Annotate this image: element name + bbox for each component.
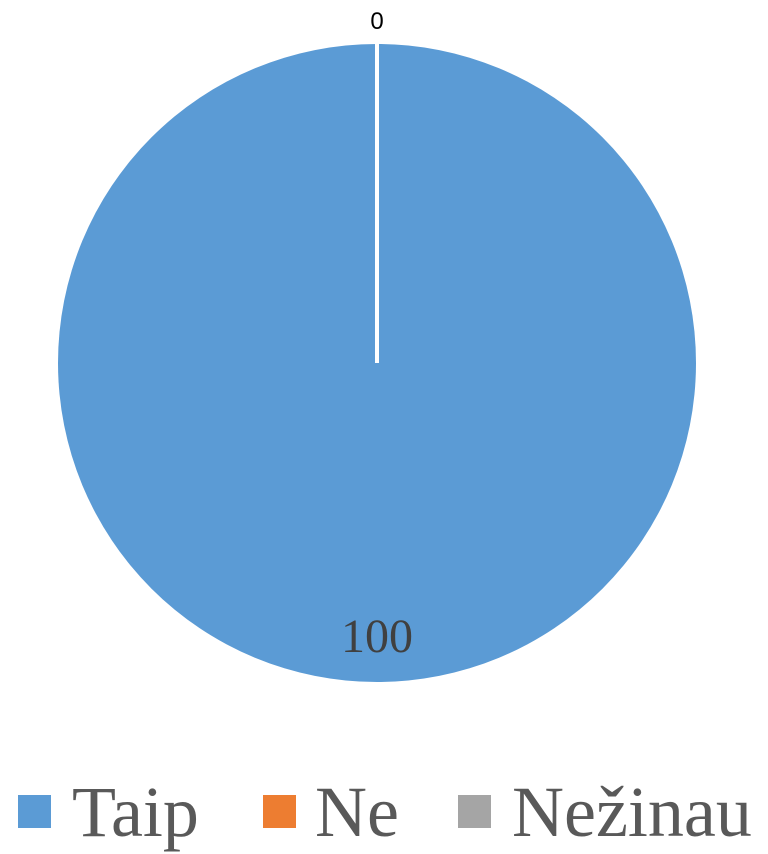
legend-swatch-ne (263, 795, 296, 828)
legend-label-ne: Ne (315, 772, 399, 852)
pie-data-labels: 100 0 (341, 8, 413, 663)
data-label-ne: 0 (370, 8, 383, 35)
legend: Taip Ne Nežinau (18, 772, 752, 852)
legend-label-nezinau: Nežinau (512, 772, 752, 852)
data-label-taip: 100 (341, 610, 413, 663)
legend-swatch-taip (18, 795, 51, 828)
legend-label-taip: Taip (72, 772, 199, 852)
pie-slices (58, 43, 696, 682)
legend-swatch-nezinau (458, 795, 491, 828)
